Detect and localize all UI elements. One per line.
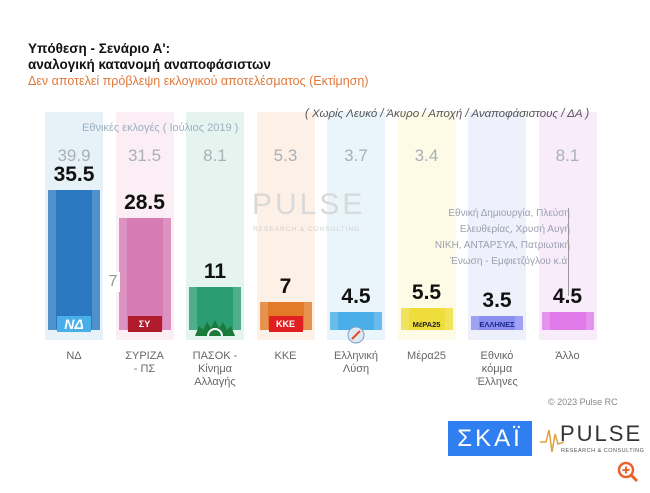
other-note-line: Εθνική Δημιουργία, Πλεύση [448, 208, 570, 219]
bar-value-label: 35.5 [53, 163, 95, 186]
bar-value-label: 28.5 [124, 190, 165, 214]
bar-value-label: 11 [203, 259, 227, 283]
pulse-logo: PULSE [560, 421, 643, 446]
party-logo: ΕΛΛΗΝΕΣ [479, 319, 515, 329]
bar [400, 308, 453, 330]
party-name-line: Ελληνική [333, 350, 379, 362]
party-logo: ΝΔ [57, 316, 91, 332]
previous-value-label: 5.3 [273, 146, 298, 165]
bar [330, 312, 382, 330]
party-name: ΣΥΡΙΖΑ - ΠΣ [110, 350, 180, 376]
bar-value-label: 5.5 [411, 281, 442, 305]
watermark-title: PULSE [252, 188, 366, 221]
party-name-line: Κίνημα [197, 363, 233, 375]
bar-value-label: 7 [279, 275, 292, 299]
bar [541, 312, 594, 330]
previous-value-label: 3.7 [344, 146, 368, 165]
copyright: © 2023 Pulse RC [548, 397, 618, 407]
column-background [538, 112, 597, 340]
column-background [397, 112, 456, 340]
other-note-line: ΝΙΚΗ, ΑΝΤΑΡΣΥΑ, Πατριωτική [434, 240, 570, 251]
other-note-line: Ένωση - Εμφιετζόγλου κ.ά. [450, 256, 570, 267]
party-name-line: Μέρα25 [407, 350, 446, 362]
party-name: Άλλο [533, 350, 603, 363]
bar [118, 217, 171, 331]
party-name-line: ΠΑΣΟΚ - [192, 350, 238, 362]
skai-logo: ΣΚΑΪ [448, 421, 532, 456]
other-parties-note: Εθνική Δημιουργία, Πλεύση Ελευθερίας, Χρ… [430, 206, 570, 270]
compass-icon [347, 326, 365, 344]
column-background [256, 112, 315, 340]
difference-label: 7 [106, 272, 120, 292]
party-name-line: ΝΔ [66, 350, 82, 362]
party-name-line: Αλλαγής [194, 376, 236, 388]
exclusion-note: ( Χωρίς Λευκό / Άκυρο / Αποχή / Αναποφάσ… [305, 108, 590, 120]
pulse-logo-subtitle: RESEARCH & CONSULTING [561, 448, 645, 454]
party-name-line: ΚΚΕ [274, 350, 297, 362]
party-name-line: κόμμα [481, 363, 513, 375]
party-name: Μέρα25 [392, 350, 462, 363]
previous-value-label: 39.9 [57, 146, 91, 165]
previous-value-label: 8.1 [555, 146, 580, 165]
party-name: Εθνικό κόμμα Έλληνες [462, 350, 532, 389]
chart-subtitle: Δεν αποτελεί πρόβλεψη εκλογικού αποτελέσ… [28, 74, 369, 88]
column-background [468, 112, 526, 340]
previous-value-label: 8.1 [203, 146, 227, 165]
bar-value-label: 4.5 [552, 285, 583, 309]
party-logo: ΚΚΕ [268, 316, 303, 332]
column-background [327, 112, 385, 340]
party-logo: ΜέΡΑ25 [412, 319, 441, 329]
bar [48, 190, 100, 330]
previous-value-label: 3.4 [414, 146, 439, 165]
chart-title-line1: Υπόθεση - Σενάριο Α': [28, 41, 171, 56]
party-name-line: Λύση [342, 363, 370, 375]
bar [471, 316, 523, 330]
bar-value-label: 4.5 [341, 285, 371, 309]
party-name: Ελληνική Λύση [321, 350, 391, 376]
other-note-line: Ελευθερίας, Χρυσή Αυγή [459, 224, 570, 235]
previous-value-label: 31.5 [127, 146, 162, 165]
party-name-line: ΣΥΡΙΖΑ [125, 350, 164, 362]
watermark-subtitle: RESEARCH & CONSULTING [253, 226, 361, 233]
party-name-line: - ΠΣ [133, 363, 156, 375]
party-name-line: Άλλο [555, 350, 580, 362]
note-pointer-line [568, 208, 569, 296]
pasok-sun-icon [195, 320, 235, 336]
party-name: ΝΔ [39, 350, 109, 363]
pulse-wave-icon [540, 429, 564, 453]
previous-election-label: Εθνικές εκλογές ( Ιούλιος 2019 ) [82, 122, 239, 134]
party-name-line: Εθνικό [480, 350, 514, 362]
party-name-line: Έλληνες [476, 376, 518, 388]
zoom-in-icon[interactable] [617, 461, 639, 483]
party-logo: ΣΥ [127, 316, 162, 332]
bar-value-label: 3.5 [482, 289, 512, 312]
chart-title-line2: αναλογική κατανομή αναποφάσιστων [28, 57, 271, 72]
party-name: ΚΚΕ [251, 350, 321, 363]
party-name: ΠΑΣΟΚ - Κίνημα Αλλαγής [180, 350, 250, 389]
